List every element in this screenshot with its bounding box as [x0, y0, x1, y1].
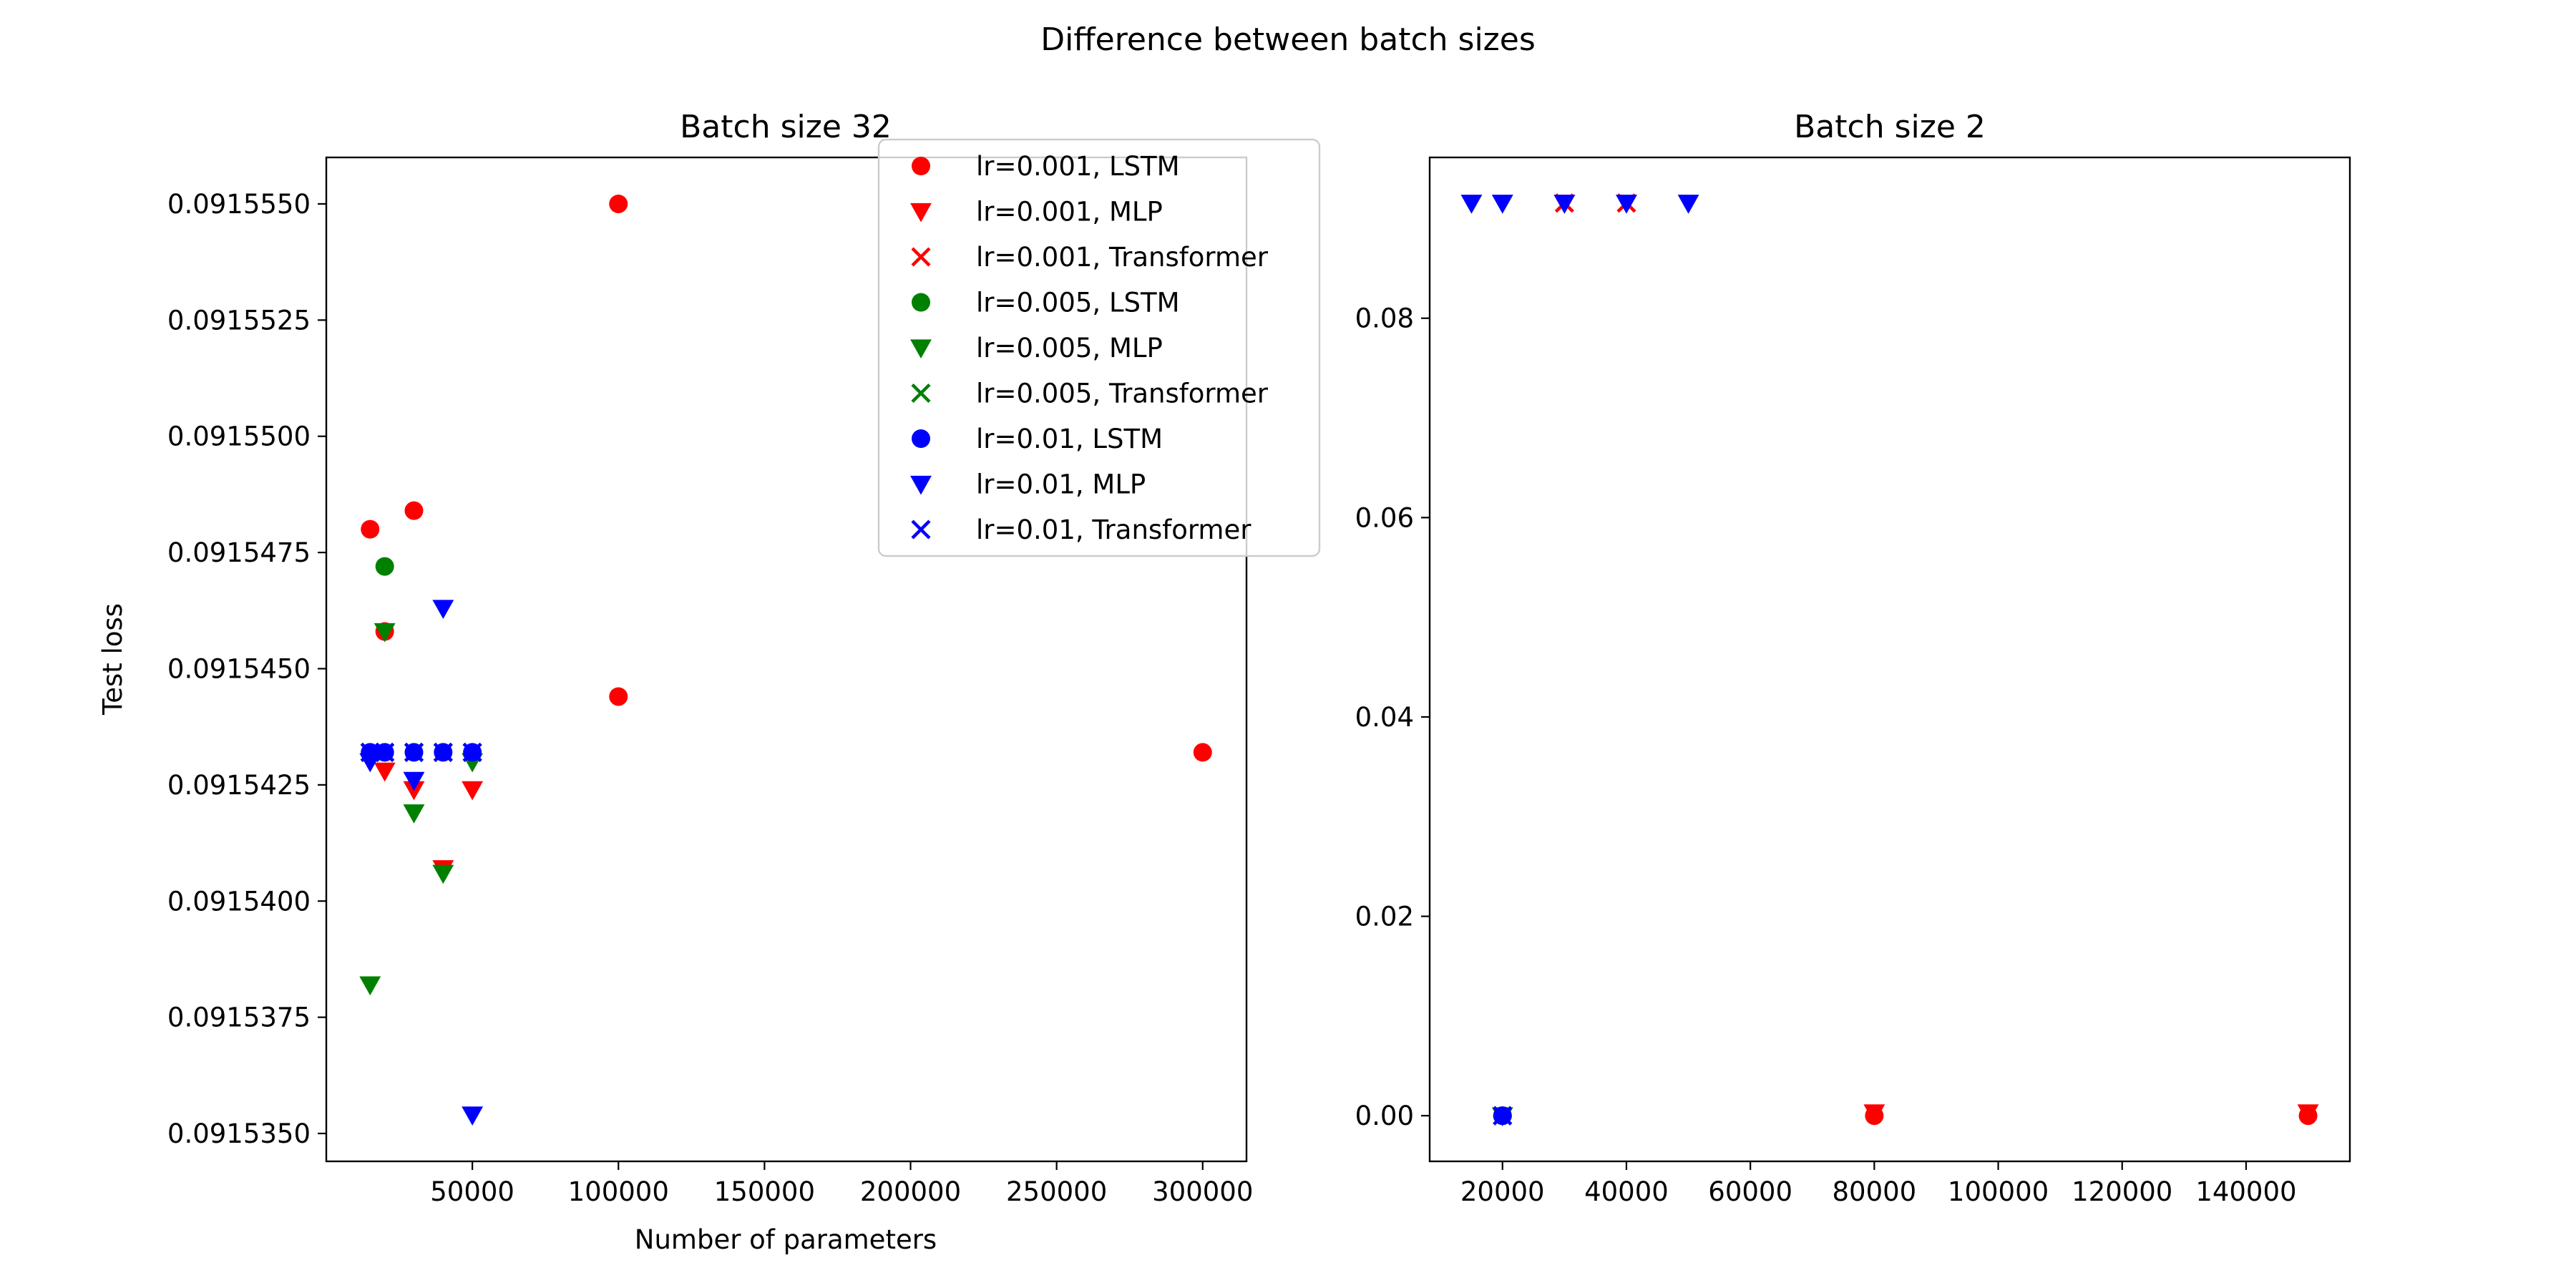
x-tick-label: 50000: [430, 1176, 514, 1207]
y-tick-label: 0.0915425: [167, 770, 311, 801]
data-point: [1460, 195, 1483, 214]
legend-label: lr=0.005, Transformer: [976, 379, 1269, 409]
x-tick-label: 120000: [2072, 1176, 2172, 1207]
y-tick-label: 0.04: [1355, 702, 1414, 733]
x-tick-label: 200000: [860, 1176, 961, 1207]
data-point: [361, 519, 380, 539]
data-point: [360, 742, 380, 762]
y-tick-label: 0.02: [1355, 902, 1414, 932]
y-tick-label: 0.00: [1355, 1101, 1414, 1131]
legend-label: lr=0.005, LSTM: [976, 288, 1180, 318]
legend-marker: [911, 383, 931, 404]
figure-title: Difference between batch sizes: [1040, 21, 1536, 58]
y-tick-label: 0.0915400: [167, 886, 311, 917]
y-tick-label: 0.0915550: [167, 189, 311, 220]
data-point: [609, 194, 628, 213]
y-tick-label: 0.0915525: [167, 305, 311, 336]
legend-frame: [877, 138, 1321, 557]
legend-entry: lr=0.001, MLP: [910, 197, 1163, 228]
scatter-points: [1460, 193, 2319, 1127]
legend-label: lr=0.01, MLP: [976, 469, 1146, 500]
x-tick-label: 40000: [1584, 1176, 1669, 1207]
axis-ticks: 20000 40000 60000 80000 100000 120000 140000 0.…: [1355, 303, 2297, 1207]
legend-entry: lr=0.005, MLP: [910, 333, 1163, 364]
x-tick-label: 250000: [1006, 1176, 1107, 1207]
legend-entry: lr=0.005, LSTM: [912, 288, 1180, 318]
legend-label: lr=0.001, LSTM: [976, 151, 1180, 182]
legend-label: lr=0.001, Transformer: [976, 242, 1269, 273]
data-point: [403, 771, 425, 791]
x-tick-label: 100000: [568, 1176, 669, 1207]
legend-marker: [911, 247, 931, 267]
data-point: [433, 742, 453, 762]
x-axis-label: Number of parameters: [635, 1224, 937, 1255]
legend-entry: lr=0.001, Transformer: [911, 242, 1269, 273]
data-point: [375, 557, 394, 576]
data-point: [1553, 195, 1576, 214]
y-tick-label: 0.0915500: [167, 421, 311, 452]
x-tick-label: 20000: [1460, 1176, 1545, 1207]
legend-label: lr=0.01, Transformer: [976, 514, 1252, 545]
y-axis-label: Test loss: [97, 603, 128, 716]
legend-marker: [911, 519, 931, 540]
axis-ticks: 50000 100000 150000 200000 250000 300000 0.091…: [167, 189, 1253, 1207]
panel-title: Batch size 32: [680, 109, 892, 145]
data-point: [2297, 1104, 2319, 1123]
data-point: [1491, 195, 1513, 214]
data-point: [1863, 1104, 1885, 1123]
legend-marker: [912, 429, 930, 448]
legend-entry: lr=0.01, Transformer: [911, 514, 1252, 545]
scatter-points: [359, 194, 1212, 1126]
data-point: [462, 742, 482, 762]
legend-entry: lr=0.01, MLP: [910, 469, 1146, 500]
data-point: [1677, 195, 1699, 214]
x-tick-label: 60000: [1708, 1176, 1792, 1207]
legend-marker: [912, 293, 930, 312]
data-point: [609, 687, 628, 706]
data-point: [432, 864, 454, 884]
x-tick-label: 140000: [2195, 1176, 2296, 1207]
legend-label: lr=0.001, MLP: [976, 197, 1163, 228]
x-tick-label: 300000: [1152, 1176, 1253, 1207]
y-tick-label: 0.0915350: [167, 1118, 311, 1149]
legend: lr=0.001, LSTM lr=0.001, MLP lr=0.001, Tra…: [877, 138, 1321, 557]
data-point: [462, 781, 484, 801]
legend-entry: lr=0.001, LSTM: [912, 151, 1180, 182]
data-point: [374, 623, 396, 643]
legend-entry: lr=0.005, Transformer: [911, 379, 1269, 409]
x-tick-label: 150000: [714, 1176, 815, 1207]
data-point: [1193, 743, 1212, 762]
legend-entry: lr=0.01, LSTM: [912, 424, 1163, 454]
data-point: [432, 600, 454, 620]
data-point: [375, 742, 395, 762]
y-tick-label: 0.0915475: [167, 537, 311, 568]
legend-label: lr=0.01, LSTM: [976, 424, 1163, 454]
panel-title: Batch size 2: [1794, 109, 1986, 145]
plot-frame: [325, 156, 1248, 1163]
legend-marker: [910, 203, 932, 223]
y-tick-label: 0.08: [1355, 303, 1414, 334]
legend-marker: [910, 475, 932, 495]
legend-marker: [910, 339, 932, 358]
data-point: [1616, 195, 1637, 214]
x-tick-label: 100000: [1948, 1176, 2049, 1207]
data-point: [404, 742, 424, 762]
y-tick-label: 0.06: [1355, 502, 1414, 533]
panel-batch-size-2: Batch size 2 20000 40000 60000 80000 100000 1…: [1355, 109, 2351, 1207]
x-tick-label: 80000: [1832, 1176, 1916, 1207]
y-tick-label: 0.0915450: [167, 653, 311, 684]
data-point: [462, 1106, 484, 1126]
panel-batch-size-32: Batch size 32 50000 100000 150000 200000 250…: [97, 109, 1253, 1255]
data-point: [359, 976, 381, 996]
data-point: [374, 762, 396, 782]
data-point: [1493, 1106, 1513, 1126]
legend-marker: [912, 157, 930, 175]
plot-frame: [1428, 156, 2351, 1163]
legend-label: lr=0.005, MLP: [976, 333, 1163, 364]
data-point: [404, 501, 424, 520]
data-point: [403, 804, 425, 824]
y-tick-label: 0.0915375: [167, 1002, 311, 1033]
